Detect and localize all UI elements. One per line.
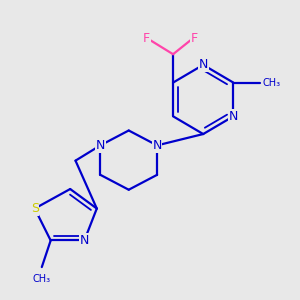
Text: N: N	[199, 58, 208, 71]
Text: N: N	[229, 110, 238, 123]
Text: S: S	[31, 202, 39, 215]
Text: CH₃: CH₃	[33, 274, 51, 284]
Text: N: N	[80, 234, 89, 247]
Text: F: F	[191, 32, 198, 45]
Text: N: N	[96, 139, 105, 152]
Text: CH₃: CH₃	[263, 78, 281, 88]
Text: N: N	[152, 139, 162, 152]
Text: F: F	[143, 32, 150, 45]
